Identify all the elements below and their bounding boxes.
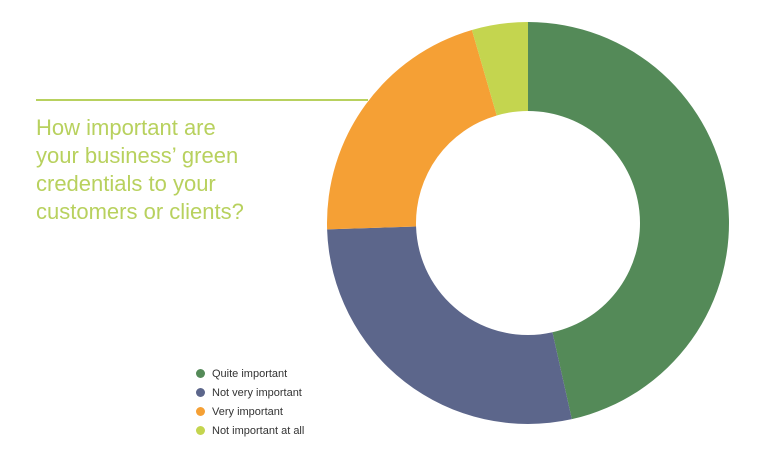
legend-item-quite-important: Quite important — [196, 364, 304, 383]
legend-swatch-not-important-at-all — [196, 426, 205, 435]
slice-quite-important — [528, 22, 729, 420]
legend-item-not-very-important: Not very important — [196, 383, 304, 402]
legend-label-not-very-important: Not very important — [212, 386, 302, 399]
legend-label-not-important-at-all: Not important at all — [212, 424, 305, 437]
legend-item-not-important-at-all: Not important at all — [196, 421, 304, 440]
chart-title-line-4: customers or clients? — [36, 199, 244, 224]
legend-swatch-quite-important — [196, 369, 205, 378]
legend-label-quite-important: Quite important — [212, 367, 288, 380]
slice-not-very-important — [327, 226, 572, 425]
chart-title-line-3: credentials to your — [36, 171, 216, 196]
title-rule — [36, 99, 368, 101]
legend-swatch-very-important — [196, 407, 205, 416]
legend-swatch-not-very-important — [196, 388, 205, 397]
chart-title: How important are your business’ green c… — [36, 114, 336, 226]
slice-very-important — [327, 29, 497, 230]
legend-label-very-important: Very important — [212, 405, 283, 418]
chart-title-line-2: your business’ green — [36, 143, 239, 168]
chart-title-line-1: How important are — [36, 115, 216, 140]
slice-not-important-at-all — [471, 22, 528, 116]
chart-legend: Quite important Not very important Very … — [196, 364, 304, 440]
legend-item-very-important: Very important — [196, 402, 304, 421]
